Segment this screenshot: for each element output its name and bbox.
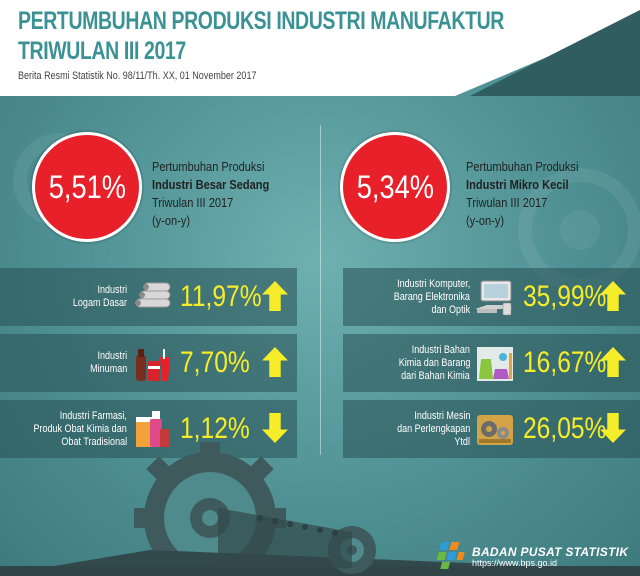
row-label-line: dan Optik [431, 303, 470, 316]
right-row-kimia: Industri Bahan Kimia dan Barang dari Bah… [343, 334, 640, 392]
left-percent-circle: 5,51% [32, 132, 142, 242]
row-label: Industri Mesin dan Perlengkapan Ytdl [381, 400, 470, 458]
left-summary-line4: (y-on-y) [152, 213, 191, 228]
row-label: Industri Komputer, Barang Elektronika da… [377, 268, 470, 326]
beverage-icon [136, 349, 170, 381]
gear-conveyor-decoration [0, 442, 640, 576]
row-label: Industri Minuman [82, 334, 127, 392]
row-label-line: Industri Bahan [411, 343, 470, 356]
brand-name: BADAN PUSAT STATISTIK [472, 545, 629, 559]
row-label-line: Industri Farmasi, [59, 409, 127, 422]
row-value: 26,05% [523, 412, 607, 445]
computer-icon [475, 280, 513, 316]
arrow-up-icon [262, 281, 288, 311]
left-row-minuman: Industri Minuman 7,70% [0, 334, 297, 392]
right-summary-line1: Pertumbuhan Produksi [466, 159, 579, 174]
row-label-line: Produk Obat Kimia dan [33, 422, 127, 435]
row-label-line: Kimia dan Barang [398, 356, 470, 369]
left-row-logam-dasar: Industri Logam Dasar 11,97% [0, 268, 297, 326]
right-summary-line3: Triwulan III 2017 [466, 195, 548, 210]
page-subtitle: Berita Resmi Statistik No. 98/11/Th. XX,… [18, 70, 257, 82]
title-line-2: TRIWULAN III 2017 [18, 37, 186, 65]
right-summary: Pertumbuhan Produksi Industri Mikro Keci… [466, 158, 598, 230]
row-label-line: dari Bahan Kimia [401, 369, 470, 382]
machine-icon [477, 415, 513, 445]
right-row-mesin: Industri Mesin dan Perlengkapan Ytdl 26,… [343, 400, 640, 458]
arrow-up-icon [262, 347, 288, 377]
metal-pipes-icon [135, 282, 171, 308]
left-summary-line2: Industri Besar Sedang [152, 177, 270, 192]
row-label-line: Industri Komputer, [396, 277, 470, 290]
row-label: Industri Farmasi, Produk Obat Kimia dan … [13, 400, 127, 458]
brand-url[interactable]: https://www.bps.go.id [472, 558, 558, 568]
bps-logo [436, 542, 465, 569]
row-value: 7,70% [180, 346, 250, 379]
column-divider [320, 125, 321, 455]
row-label-line: Barang Elektronika [393, 290, 470, 303]
right-summary-line2: Industri Mikro Kecil [466, 177, 569, 192]
left-percent: 5,51% [48, 168, 126, 205]
row-label: Industri Bahan Kimia dan Barang dari Bah… [383, 334, 470, 392]
row-label-line: Minuman [89, 363, 127, 375]
right-row-komputer: Industri Komputer, Barang Elektronika da… [343, 268, 640, 326]
row-value: 35,99% [523, 280, 607, 313]
row-label: Industri Logam Dasar [61, 268, 127, 326]
left-summary-line1: Pertumbuhan Produksi [152, 159, 265, 174]
left-summary: Pertumbuhan Produksi Industri Besar Seda… [152, 158, 290, 230]
row-value: 1,12% [180, 412, 250, 445]
right-summary-line4: (y-on-y) [466, 213, 505, 228]
medicine-icon [136, 411, 170, 447]
title-line-1: PERTUMBUHAN PRODUKSI INDUSTRI MANUFAKTUR [18, 7, 504, 35]
left-summary-line3: Triwulan III 2017 [152, 195, 234, 210]
right-percent: 5,34% [356, 168, 434, 205]
row-value: 16,67% [523, 346, 607, 379]
chemistry-icon [477, 347, 513, 381]
row-label-line: dan Perlengkapan [396, 422, 470, 435]
right-percent-circle: 5,34% [340, 132, 450, 242]
page-title: PERTUMBUHAN PRODUKSI INDUSTRI MANUFAKTUR… [18, 6, 504, 66]
row-label-line: Industri Mesin [413, 409, 470, 422]
row-label-line: Obat Tradisional [61, 435, 127, 448]
row-label-line: Ytdl [454, 435, 470, 448]
row-label-line: Industri [97, 284, 127, 296]
row-value: 11,97% [180, 280, 262, 313]
row-label-line: Industri [97, 350, 127, 362]
left-row-farmasi: Industri Farmasi, Produk Obat Kimia dan … [0, 400, 297, 458]
row-label-line: Logam Dasar [72, 297, 127, 309]
